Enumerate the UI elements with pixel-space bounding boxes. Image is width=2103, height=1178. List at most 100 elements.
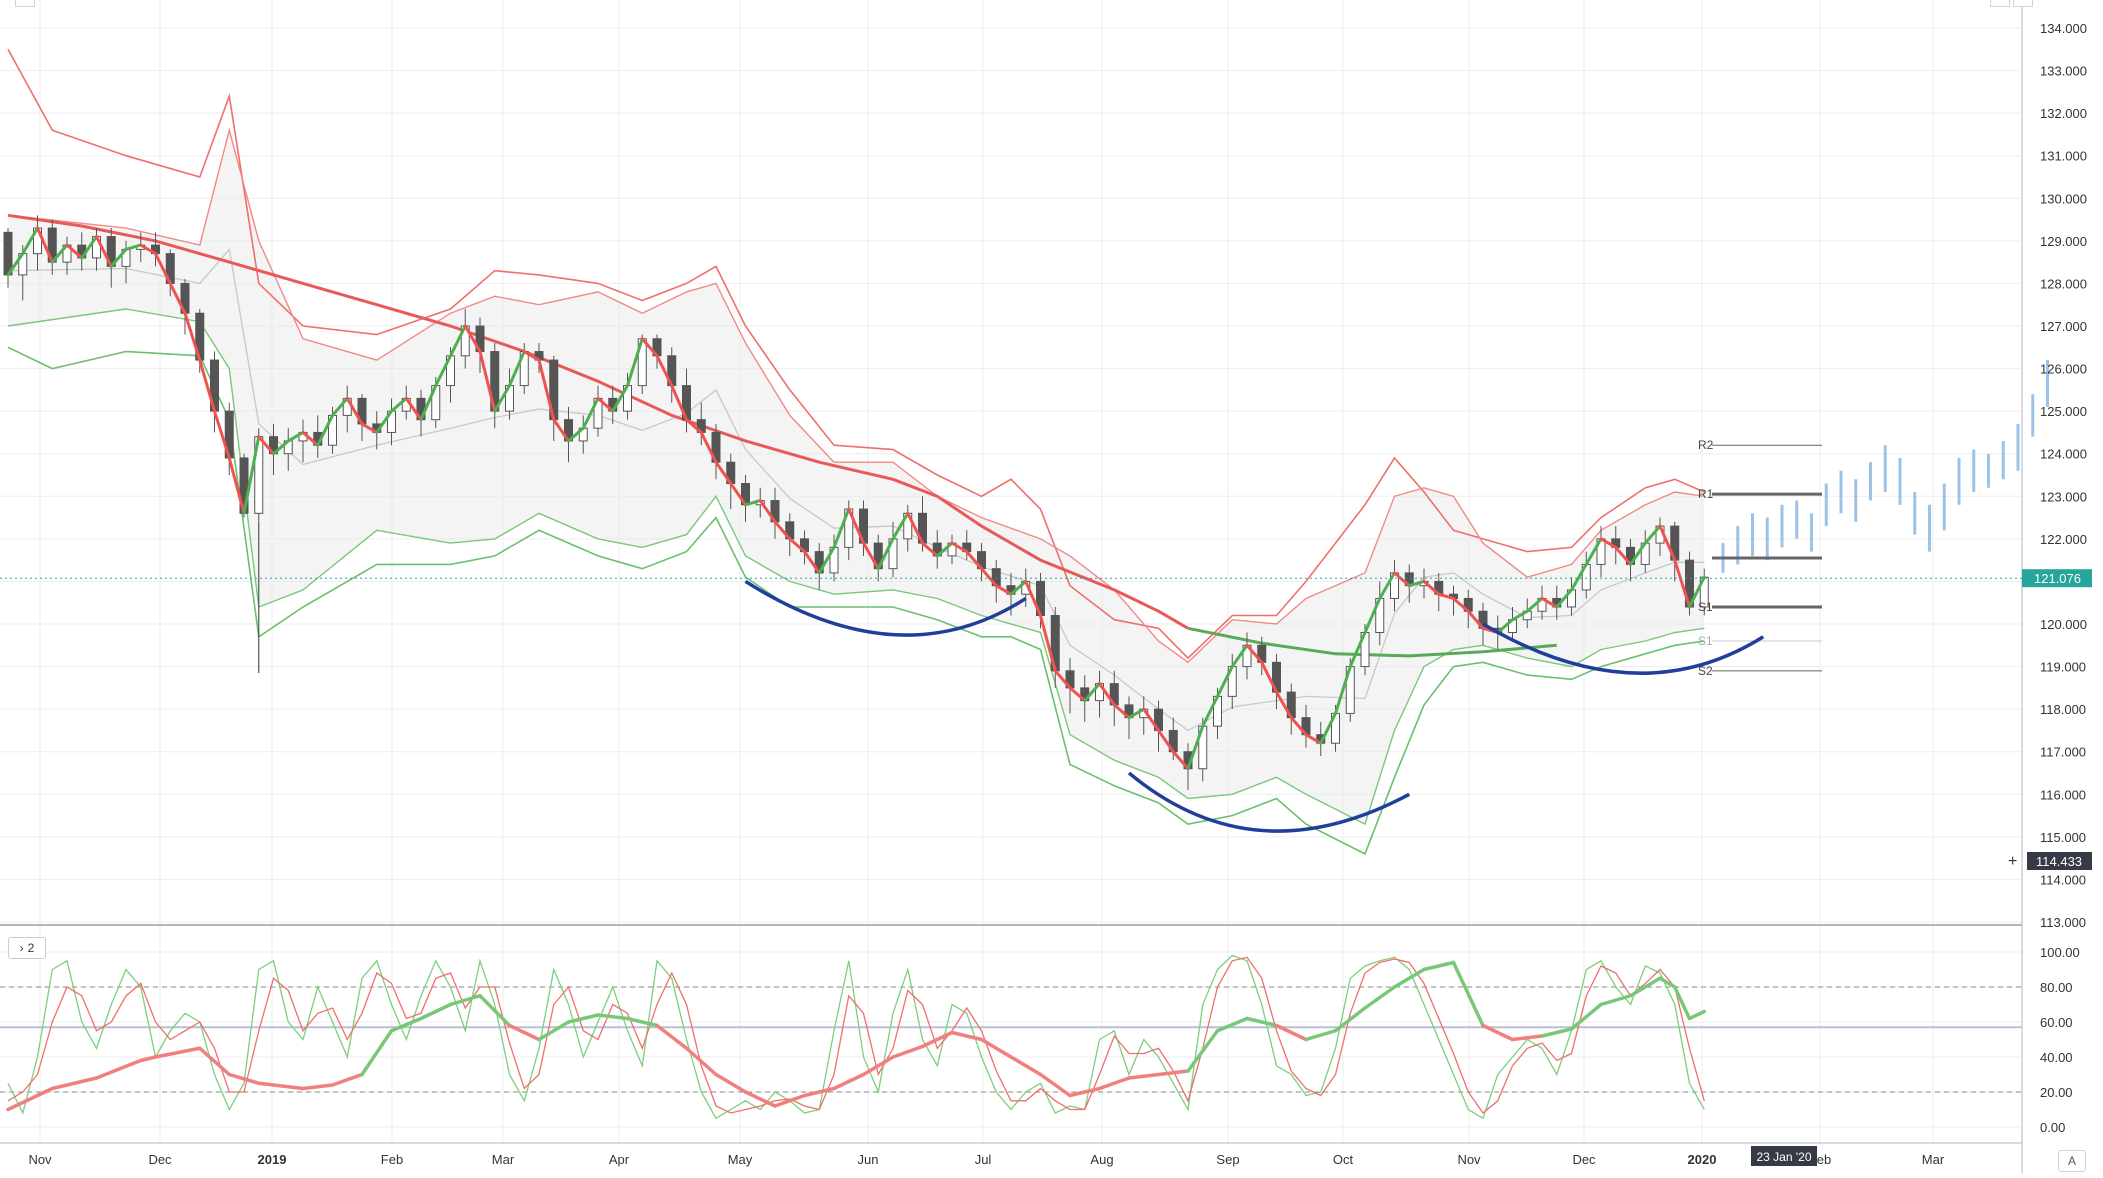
rsi-line-segment — [257, 1081, 305, 1091]
trend-line-segment — [758, 499, 777, 524]
rsi-line-segment — [743, 1090, 777, 1108]
time-tick-label: Mar — [492, 1152, 515, 1167]
trend-line-segment — [980, 567, 998, 588]
trend-line-segment — [434, 354, 452, 388]
trend-line-segment — [1599, 537, 1618, 549]
trend-line-segment — [817, 545, 836, 575]
trend-line-segment — [714, 460, 733, 486]
trend-line-segment — [803, 550, 821, 575]
price-tick-label: 129.000 — [2040, 234, 2087, 249]
trend-line-segment — [36, 226, 54, 264]
rsi-line-segment — [861, 1055, 895, 1077]
trend-line-segment — [935, 541, 954, 558]
trend-line-segment — [1348, 631, 1367, 669]
trend-line-segment — [345, 396, 364, 426]
rsi-line-segment — [448, 994, 482, 1007]
price-tick-label: 130.000 — [2040, 191, 2087, 206]
price-tick-label: 131.000 — [2040, 149, 2087, 164]
rsi-line-segment — [6, 1086, 54, 1112]
trend-line-segment — [1673, 558, 1691, 609]
envelope-upper-line — [7, 48, 1705, 660]
rsi-line-segment — [1599, 994, 1633, 1007]
trend-line-segment — [1643, 524, 1662, 545]
rsi-line-segment — [950, 1030, 984, 1042]
price-tick-label: 113.000 — [2040, 915, 2086, 930]
trend-line-segment — [375, 409, 393, 434]
trend-line-segment — [1157, 728, 1175, 754]
cup-pattern-arc — [744, 579, 1027, 637]
stochastic-k-line — [7, 954, 1705, 1120]
rsi-line-segment — [1481, 1023, 1515, 1042]
last-price-label: 121.076 — [2034, 571, 2081, 586]
last-price-badge — [2022, 569, 2092, 588]
trend-line-segment — [154, 252, 172, 285]
trend-line-segment — [1584, 537, 1603, 566]
trend-line-segment — [1186, 724, 1205, 771]
crosshair-plus-icon[interactable]: + — [2008, 853, 2017, 870]
rsi-line-segment — [537, 1020, 571, 1042]
moving-average-line — [7, 213, 1189, 630]
trend-line-segment — [1688, 575, 1706, 609]
stochastic-d-line — [7, 956, 1705, 1114]
crosshair-date-badge — [1751, 1146, 1817, 1166]
trend-line-segment — [1378, 571, 1396, 600]
trend-line-segment — [183, 311, 202, 362]
trend-line-segment — [626, 337, 644, 388]
bollinger-lower-line — [7, 308, 1705, 826]
rsi-line-segment — [1038, 1072, 1072, 1098]
crosshair-price-label: 114.433 — [2036, 854, 2082, 869]
trend-line-segment — [832, 507, 851, 549]
trend-line-segment — [1319, 711, 1337, 745]
rsi-line-segment — [1127, 1072, 1161, 1080]
time-tick-label: Dec — [1572, 1152, 1596, 1167]
trend-line-segment — [1555, 588, 1573, 609]
trend-line-segment — [1289, 716, 1308, 737]
rsi-line-segment — [1097, 1076, 1131, 1091]
pivot-label: R2 — [1698, 438, 1714, 452]
trend-line-segment — [168, 281, 187, 315]
price-tick-label: 123.000 — [2040, 489, 2087, 504]
trend-line-segment — [1452, 596, 1470, 613]
pane-number-label: 2 — [27, 941, 35, 955]
trend-line-segment — [493, 384, 511, 413]
trend-line-segment — [1068, 686, 1087, 703]
time-tick-label: Jun — [858, 1152, 879, 1167]
pane-close-button[interactable] — [2013, 0, 2033, 7]
rsi-line-segment — [1186, 1029, 1220, 1073]
rsi-line-segment — [198, 1046, 231, 1077]
chevron-right-icon: › — [19, 941, 24, 955]
pane-menu-button[interactable] — [15, 0, 35, 7]
auto-scale-button[interactable]: A — [2058, 1150, 2086, 1172]
osc-tick-label: 40.00 — [2040, 1050, 2073, 1065]
rsi-line-segment — [802, 1086, 836, 1098]
trend-line-segment — [301, 430, 320, 447]
rsi-line-segment — [773, 1093, 807, 1108]
trend-line-segment — [744, 499, 762, 507]
trend-line-segment — [419, 384, 438, 422]
pane-maximize-button[interactable] — [1990, 0, 2010, 7]
trend-line-segment — [1009, 579, 1028, 596]
price-tick-label: 122.000 — [2040, 532, 2087, 547]
trend-line-segment — [965, 550, 983, 571]
rsi-line-segment — [1510, 1034, 1544, 1042]
price-tick-label: 126.000 — [2040, 362, 2087, 377]
trend-line-segment — [1127, 707, 1146, 720]
cup-pattern-arc — [1127, 771, 1411, 833]
time-tick-label: Apr — [609, 1152, 630, 1167]
moving-average-line — [1187, 626, 1557, 658]
trend-line-segment — [21, 226, 39, 256]
pane-collapse-button[interactable]: › 2 — [8, 937, 46, 959]
trend-line-segment — [1496, 618, 1514, 635]
trend-line-segment — [685, 418, 703, 434]
osc-tick-label: 80.00 — [2040, 980, 2073, 995]
rsi-line-segment — [684, 1046, 718, 1077]
pivot-label: S1 — [1698, 634, 1713, 648]
trend-line-segment — [862, 541, 880, 571]
time-tick-label: Oct — [1333, 1152, 1354, 1167]
trend-line-segment — [508, 350, 526, 388]
rsi-line-segment — [625, 1016, 659, 1028]
time-tick-label: Nov — [1457, 1152, 1481, 1167]
candlestick-series — [3, 215, 1709, 791]
trend-line-segment — [788, 537, 806, 554]
